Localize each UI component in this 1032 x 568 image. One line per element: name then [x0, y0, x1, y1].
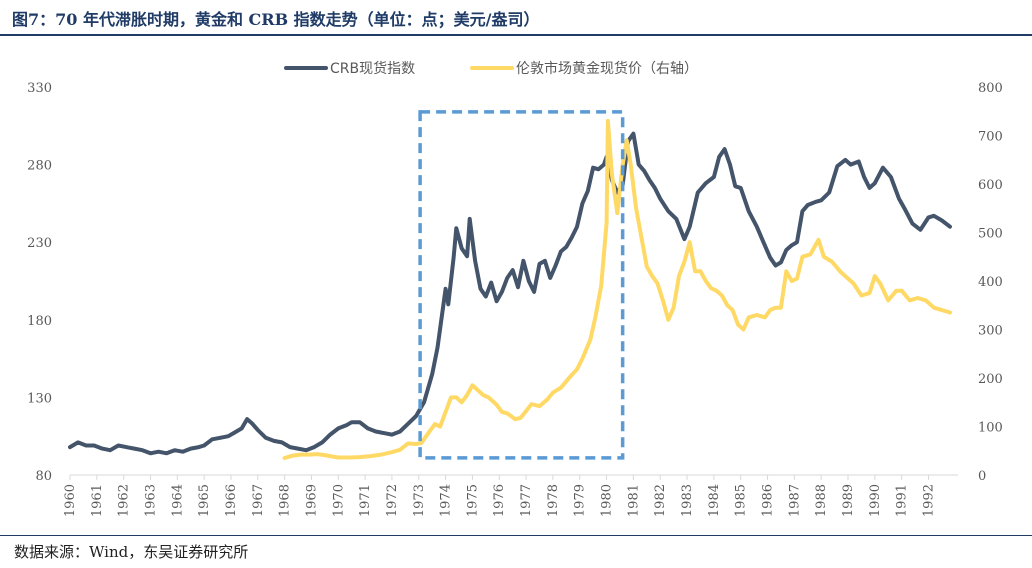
x-tick-label: 1982 — [653, 484, 668, 517]
y-left-tick-label: 330 — [27, 81, 52, 96]
x-tick-label: 1991 — [895, 484, 910, 517]
x-tick-label: 1973 — [412, 484, 427, 517]
x-tick-label: 1970 — [331, 484, 346, 517]
y-right-tick-label: 600 — [978, 178, 1003, 193]
x-tick-label: 1976 — [492, 484, 507, 517]
x-tick-label: 1972 — [385, 484, 400, 517]
series-layer — [68, 118, 952, 460]
x-tick-label: 1987 — [787, 484, 802, 517]
title-rule — [0, 34, 1032, 36]
x-tick-label: 1983 — [680, 484, 695, 517]
y-left-tick-label: 130 — [27, 391, 52, 406]
x-tick-label: 1981 — [626, 484, 641, 517]
y-left-tick-label: 180 — [27, 314, 52, 329]
x-tick-label: 1974 — [439, 484, 454, 517]
x-tick-label: 1992 — [921, 484, 936, 517]
y-right-tick-label: 500 — [978, 227, 1003, 242]
x-tick-label: 1961 — [90, 484, 105, 517]
x-tick-label: 1986 — [761, 484, 776, 517]
x-tick-label: 1984 — [707, 484, 722, 517]
x-axis: 1960 1961 1962 1963 1964 1965 1966 1967 1968 1969… — [63, 475, 936, 517]
y-right-tick-label: 700 — [978, 130, 1003, 145]
x-tick-label: 1962 — [117, 484, 132, 517]
x-tick-label: 1969 — [304, 484, 319, 517]
x-tick-label: 1977 — [519, 484, 534, 517]
series-line-gold — [282, 118, 952, 460]
x-tick-label: 1965 — [197, 484, 212, 517]
y-right-tick-label: 200 — [978, 372, 1003, 387]
legend-label-crb: CRB现货指数 — [330, 60, 415, 77]
series-line-crb — [68, 131, 952, 456]
y-right-tick-label: 300 — [978, 324, 1003, 339]
x-tick-label: 1985 — [734, 484, 749, 517]
y-right-tick-label: 400 — [978, 275, 1003, 290]
x-tick-label: 1990 — [868, 484, 883, 517]
figure-title: 图7：70 年代滞胀时期，黄金和 CRB 指数走势（单位：点；美元/盎司） — [12, 10, 540, 29]
x-tick-label: 1964 — [170, 484, 185, 517]
highlight-layer — [418, 110, 625, 460]
x-tick-label: 1963 — [143, 484, 158, 517]
x-tick-label: 1979 — [573, 484, 588, 517]
y-right-tick-label: 100 — [978, 421, 1003, 436]
y-left-tick-label: 280 — [27, 159, 52, 174]
x-tick-label: 1978 — [546, 484, 561, 517]
x-tick-label: 1968 — [278, 484, 293, 517]
x-tick-label: 1988 — [814, 484, 829, 517]
x-tick-label: 1966 — [224, 484, 239, 517]
x-tick-label: 1980 — [600, 484, 615, 517]
y-right-tick-label: 0 — [978, 469, 986, 484]
y-right-tick-label: 800 — [978, 81, 1003, 96]
x-tick-label: 1975 — [465, 484, 480, 517]
y-left-tick-label: 80 — [35, 469, 52, 484]
x-tick-label: 1960 — [63, 484, 78, 517]
y-left-tick-label: 230 — [27, 236, 52, 251]
source-rule — [0, 535, 1032, 536]
y-axis-left: 80 130 180 230 280 330 — [27, 81, 52, 484]
y-axis-right: 0 100 200 300 400 500 600 700 800 — [978, 81, 1003, 484]
x-tick-label: 1989 — [841, 484, 856, 517]
data-source-note: 数据来源：Wind，东吴证券研究所 — [14, 543, 249, 561]
legend-label-gold: 伦敦市场黄金现货价（右轴） — [516, 60, 698, 77]
x-tick-label: 1971 — [358, 484, 373, 517]
x-tick-label: 1967 — [251, 484, 266, 517]
highlight-box — [418, 110, 625, 460]
chart-legend: CRB现货指数 伦敦市场黄金现货价（右轴） — [284, 60, 698, 77]
